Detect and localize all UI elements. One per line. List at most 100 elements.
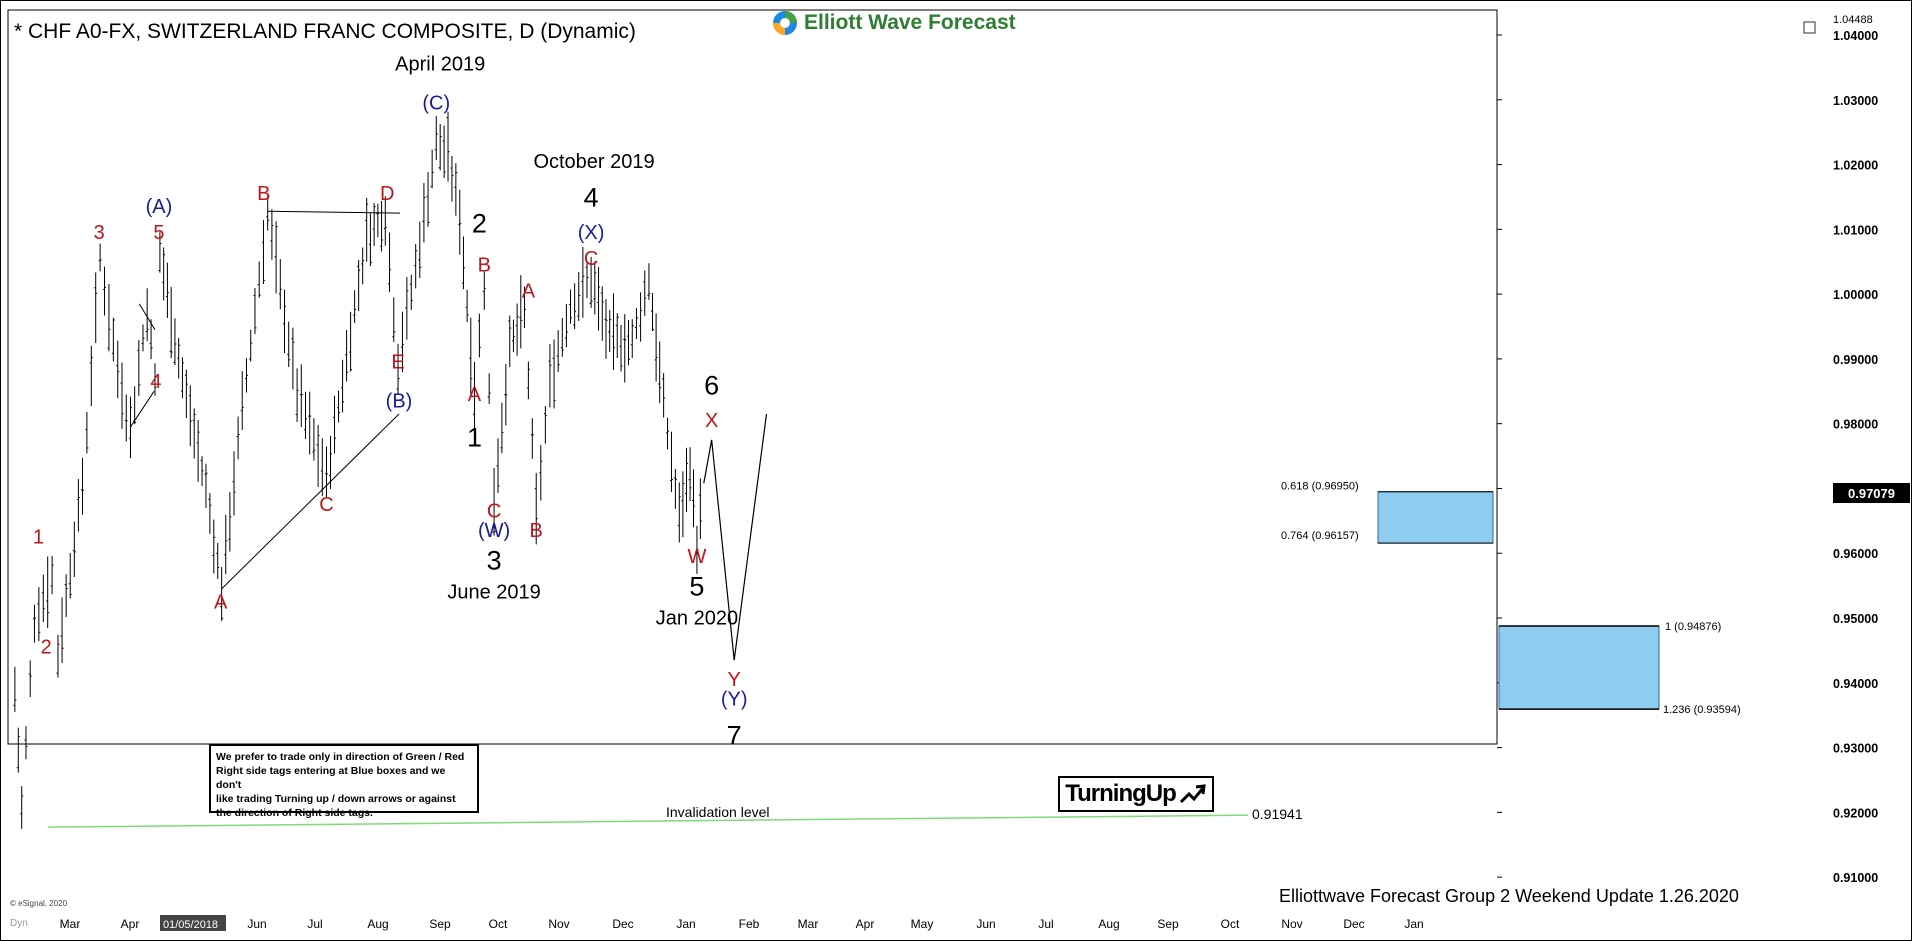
ohlc-bar	[270, 209, 274, 260]
y-tick-label: 0.92000	[1833, 806, 1878, 820]
ohlc-bar	[539, 445, 543, 501]
wave-label: C	[487, 501, 501, 523]
ohlc-bar	[94, 272, 98, 343]
y-tick-label: 1.00000	[1833, 288, 1878, 302]
ohlc-bar	[581, 246, 585, 318]
x-tick-label: Oct	[489, 917, 508, 931]
wave-label: 3	[94, 222, 105, 244]
ohlc-bar	[376, 203, 380, 238]
current-price-tag: 0.97079	[1833, 483, 1910, 503]
ohlc-bar	[380, 200, 384, 252]
x-tick-label: Nov	[548, 917, 569, 931]
ohlc-bar	[158, 232, 162, 273]
ohlc-bar	[56, 634, 60, 678]
ohlc-bar	[129, 396, 132, 459]
ohlc-bar	[630, 319, 634, 359]
ohlc-bar	[329, 435, 333, 489]
ohlc-bar	[353, 290, 357, 323]
ohlc-bar	[253, 287, 257, 335]
ohlc-bar	[465, 289, 469, 323]
triangle-line-ac	[221, 413, 400, 590]
ohlc-bar	[608, 310, 612, 353]
ohlc-bar	[137, 340, 141, 396]
ohlc-bar	[511, 319, 515, 353]
ohlc-bar	[357, 259, 361, 312]
ohlc-bar	[577, 271, 581, 322]
top-right-value: 1.04488	[1833, 14, 1873, 26]
ohlc-bar	[573, 283, 577, 330]
ohlc-bar	[177, 338, 181, 379]
ohlc-bar	[651, 293, 655, 332]
ohlc-bar	[24, 726, 28, 760]
ohlc-bar	[103, 266, 107, 316]
wave-label: (Y)	[721, 688, 748, 710]
x-tick-label: Aug	[367, 917, 388, 931]
x-tick-label: Dec	[612, 917, 633, 931]
ohlc-bar	[639, 292, 643, 342]
wave-label: 1	[467, 422, 482, 452]
fib-box-label: 0.618 (0.96950)	[1281, 481, 1359, 493]
brand-logo: Elliott Wave Forecast	[772, 8, 1016, 38]
y-tick-label: 1.04000	[1833, 29, 1878, 43]
current-price-value: 0.97079	[1848, 485, 1895, 501]
ohlc-bar	[526, 361, 530, 400]
ohlc-bar	[543, 405, 547, 444]
wave-label: E	[391, 352, 404, 374]
wave-label: 4	[150, 371, 161, 393]
ohlc-bar	[604, 299, 608, 359]
wave-label: (W)	[478, 520, 510, 542]
y-tick-label: 0.99000	[1833, 353, 1878, 367]
wave-label: W	[687, 546, 706, 568]
ohlc-bar	[299, 364, 303, 428]
y-tick-label: 0.91000	[1833, 871, 1878, 885]
wave-label: (X)	[578, 222, 605, 244]
x-tick-label: Aug	[1098, 917, 1119, 931]
ohlc-bar	[204, 463, 208, 508]
ohlc-bar	[611, 293, 615, 370]
invalidation-line	[47, 814, 1249, 828]
ohlc-bar	[597, 267, 601, 331]
ohlc-bar	[400, 311, 404, 373]
invalidation-label: Invalidation level	[666, 804, 770, 820]
ohlc-bar	[304, 391, 307, 439]
ohlc-bar	[124, 394, 128, 442]
turning-up-badge: TurningUp	[1058, 776, 1214, 812]
footer-text: Elliottwave Forecast Group 2 Weekend Upd…	[1279, 886, 1739, 906]
wave-label: October 2019	[533, 151, 654, 173]
ohlc-bar	[64, 574, 68, 618]
ohlc-bar	[28, 660, 32, 698]
ohlc-bar	[68, 552, 72, 599]
fib-box	[1498, 625, 1660, 710]
ohlc-bar	[519, 275, 523, 349]
ohlc-bar	[414, 244, 418, 289]
wave-label: X	[705, 410, 718, 432]
ohlc-bar	[274, 221, 278, 294]
ohlc-bar	[585, 263, 589, 299]
ohlc-bar	[141, 324, 145, 352]
ohlc-bar	[162, 247, 166, 301]
ohlc-bar	[365, 197, 369, 262]
date-tag: 01/05/2018	[163, 919, 218, 931]
ohlc-bar	[244, 358, 248, 393]
ohlc-bar	[13, 666, 17, 713]
ohlc-bar	[654, 313, 658, 382]
ohlc-bar	[548, 344, 552, 408]
x-tick-label: Apr	[121, 917, 140, 931]
x-tick-label: Jul	[1038, 917, 1053, 931]
ohlc-bar	[220, 566, 224, 622]
ohlc-bar	[46, 556, 50, 628]
wave-label: (B)	[386, 390, 413, 412]
turning-up-label: TurningUp	[1065, 780, 1177, 807]
ohlc-bar	[589, 256, 593, 308]
ohlc-bar	[634, 308, 638, 340]
fib-box	[1377, 491, 1494, 544]
y-tick-label: 1.02000	[1833, 159, 1878, 173]
ohlc-bar	[534, 472, 538, 545]
ohlc-bar	[496, 438, 500, 494]
ohlc-bar	[627, 320, 631, 366]
ohlc-bar	[361, 247, 365, 285]
ohlc-bar	[405, 277, 409, 340]
price-bars	[13, 111, 702, 829]
ohlc-bar	[688, 447, 692, 502]
